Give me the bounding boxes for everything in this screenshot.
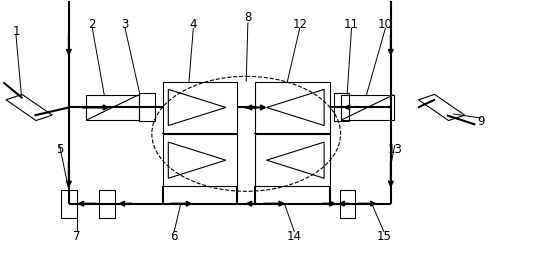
Text: 15: 15	[376, 230, 391, 243]
Text: 6: 6	[171, 230, 178, 243]
Text: 5: 5	[56, 143, 63, 156]
Text: 1: 1	[12, 24, 20, 38]
Text: 8: 8	[244, 11, 252, 24]
Text: 3: 3	[121, 18, 129, 31]
Text: 13: 13	[387, 143, 402, 156]
Text: 12: 12	[292, 18, 307, 31]
Text: 14: 14	[287, 230, 302, 243]
Text: 4: 4	[190, 18, 197, 31]
Text: 2: 2	[89, 18, 96, 31]
Text: 9: 9	[477, 116, 485, 129]
Text: 7: 7	[73, 230, 81, 243]
Text: 11: 11	[344, 18, 359, 31]
Text: 10: 10	[378, 18, 393, 31]
